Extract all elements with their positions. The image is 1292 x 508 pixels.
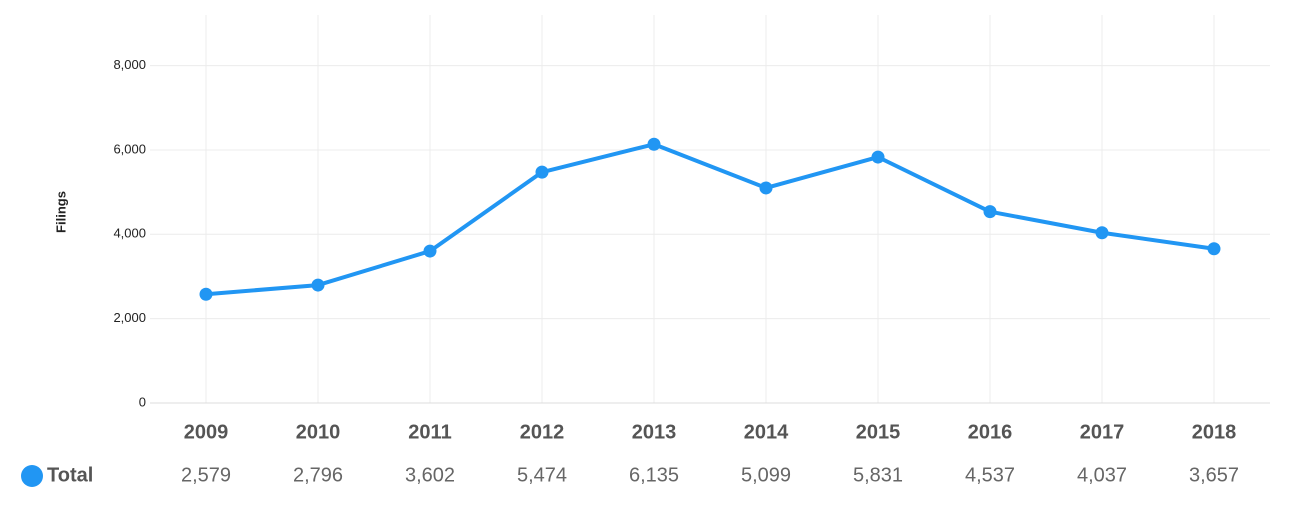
data-point: [1095, 226, 1109, 240]
value-label: 5,474: [517, 464, 567, 486]
data-point: [983, 205, 997, 219]
x-tick-label: 2014: [744, 421, 789, 443]
value-label: 6,135: [629, 464, 679, 486]
legend-marker: [21, 465, 43, 487]
x-tick-label: 2017: [1080, 421, 1125, 443]
data-point: [311, 278, 325, 292]
x-tick-label: 2018: [1192, 421, 1237, 443]
y-tick-label: 2,000: [113, 310, 146, 325]
data-point: [423, 244, 437, 258]
data-point: [199, 287, 213, 301]
x-tick-label: 2011: [408, 421, 451, 443]
value-label: 5,831: [853, 464, 903, 486]
value-label: 2,579: [181, 464, 231, 486]
value-label: 3,657: [1189, 464, 1239, 486]
y-tick-label: 8,000: [113, 57, 146, 72]
legend-label: Total: [47, 464, 93, 486]
value-label: 2,796: [293, 464, 343, 486]
data-point: [535, 165, 549, 179]
y-tick-label: 4,000: [113, 226, 146, 241]
x-tick-label: 2015: [856, 421, 901, 443]
y-axis-label: Filings: [53, 191, 68, 233]
series-line: [205, 142, 1215, 297]
value-label: 4,037: [1077, 464, 1127, 486]
data-point: [871, 150, 885, 164]
x-tick-label: 2013: [632, 421, 677, 443]
data-point: [647, 137, 661, 151]
y-tick-label: 6,000: [113, 141, 146, 156]
value-label: 5,099: [741, 464, 791, 486]
value-label: 4,537: [965, 464, 1015, 486]
value-label: 3,602: [405, 464, 455, 486]
data-point: [1207, 242, 1221, 256]
x-tick-label: 2010: [296, 421, 341, 443]
x-tick-label: 2012: [520, 421, 565, 443]
x-tick-label: 2016: [968, 421, 1013, 443]
data-point: [759, 181, 773, 195]
x-tick-label: 2009: [184, 421, 229, 443]
y-tick-label: 0: [139, 394, 146, 409]
